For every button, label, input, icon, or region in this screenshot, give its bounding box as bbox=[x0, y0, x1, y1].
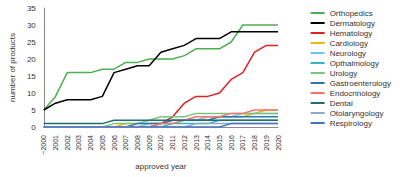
svg-text:Dermatology: Dermatology bbox=[330, 19, 375, 28]
svg-text:Orthopedics: Orthopedics bbox=[330, 9, 373, 18]
svg-text:2006: 2006 bbox=[111, 135, 118, 151]
svg-text:Hematology: Hematology bbox=[330, 29, 373, 38]
svg-text:Respirology: Respirology bbox=[330, 119, 372, 128]
svg-text:2018: 2018 bbox=[251, 135, 258, 151]
svg-text:Opthalmology: Opthalmology bbox=[330, 59, 379, 68]
svg-text:Urology: Urology bbox=[330, 69, 358, 78]
svg-text:35: 35 bbox=[27, 4, 36, 13]
svg-text:2020: 2020 bbox=[275, 135, 282, 151]
svg-text:number of products: number of products bbox=[8, 33, 17, 102]
svg-text:2003: 2003 bbox=[75, 135, 82, 151]
svg-text:2016: 2016 bbox=[228, 135, 235, 151]
svg-text:2012: 2012 bbox=[181, 135, 188, 151]
svg-text:~2000: ~2000 bbox=[40, 135, 47, 155]
svg-text:10: 10 bbox=[27, 89, 36, 98]
svg-text:Gastroenterology: Gastroenterology bbox=[330, 79, 391, 88]
svg-text:2011: 2011 bbox=[169, 135, 176, 150]
svg-text:2001: 2001 bbox=[52, 135, 59, 151]
svg-text:2004: 2004 bbox=[87, 135, 94, 151]
svg-text:2019: 2019 bbox=[263, 135, 270, 151]
svg-text:2008: 2008 bbox=[134, 135, 141, 151]
svg-text:Otolaryngology: Otolaryngology bbox=[330, 109, 384, 118]
svg-text:Neurology: Neurology bbox=[330, 49, 366, 58]
svg-text:Endocrinology: Endocrinology bbox=[330, 89, 381, 98]
svg-text:25: 25 bbox=[27, 38, 36, 47]
svg-text:2015: 2015 bbox=[216, 135, 223, 151]
svg-text:2002: 2002 bbox=[64, 135, 71, 151]
svg-text:2007: 2007 bbox=[122, 135, 129, 151]
svg-text:2014: 2014 bbox=[204, 135, 211, 151]
svg-text:2017: 2017 bbox=[239, 135, 246, 151]
svg-text:2009: 2009 bbox=[146, 135, 153, 151]
svg-text:2013: 2013 bbox=[193, 135, 200, 151]
svg-text:30: 30 bbox=[27, 21, 36, 30]
svg-text:0: 0 bbox=[31, 123, 36, 132]
svg-text:2005: 2005 bbox=[99, 135, 106, 151]
svg-text:5: 5 bbox=[31, 106, 36, 115]
svg-text:20: 20 bbox=[27, 55, 36, 64]
svg-text:approved year: approved year bbox=[135, 162, 186, 171]
svg-text:15: 15 bbox=[27, 72, 36, 81]
svg-text:Cardiology: Cardiology bbox=[330, 39, 368, 48]
svg-text:2010: 2010 bbox=[157, 135, 164, 151]
svg-text:Dental: Dental bbox=[330, 99, 353, 108]
